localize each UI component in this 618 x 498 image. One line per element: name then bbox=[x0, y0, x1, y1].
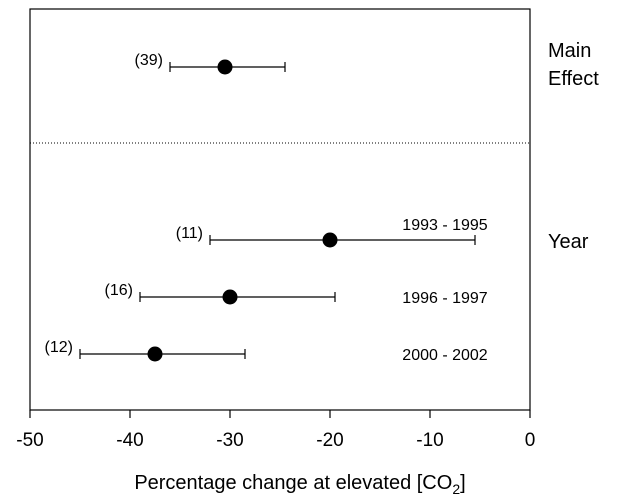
x-tick-label: 0 bbox=[525, 430, 536, 451]
group-label-year: Year bbox=[548, 231, 589, 253]
mean-point bbox=[222, 289, 238, 305]
n-label: (16) bbox=[105, 282, 133, 299]
n-label: (12) bbox=[45, 339, 73, 356]
n-label: (39) bbox=[135, 52, 163, 69]
row-label: 1993 - 1995 bbox=[402, 217, 488, 234]
group-label-main-line2: Effect bbox=[548, 68, 599, 90]
x-tick-label: -40 bbox=[116, 430, 143, 451]
x-tick-label: -10 bbox=[416, 430, 443, 451]
mean-point bbox=[217, 59, 233, 75]
mean-point bbox=[322, 232, 338, 248]
plot-frame bbox=[29, 8, 531, 411]
x-axis-label: Percentage change at elevated [CO2] bbox=[134, 472, 465, 497]
row-label: 2000 - 2002 bbox=[402, 347, 488, 364]
row-label: 1996 - 1997 bbox=[402, 290, 488, 307]
group-label-main-line1: Main bbox=[548, 40, 591, 62]
x-tick-label: -30 bbox=[216, 430, 243, 451]
n-label: (11) bbox=[176, 225, 203, 242]
mean-point bbox=[147, 346, 163, 362]
x-tick-label: -20 bbox=[316, 430, 343, 451]
x-tick-label: -50 bbox=[16, 430, 43, 451]
